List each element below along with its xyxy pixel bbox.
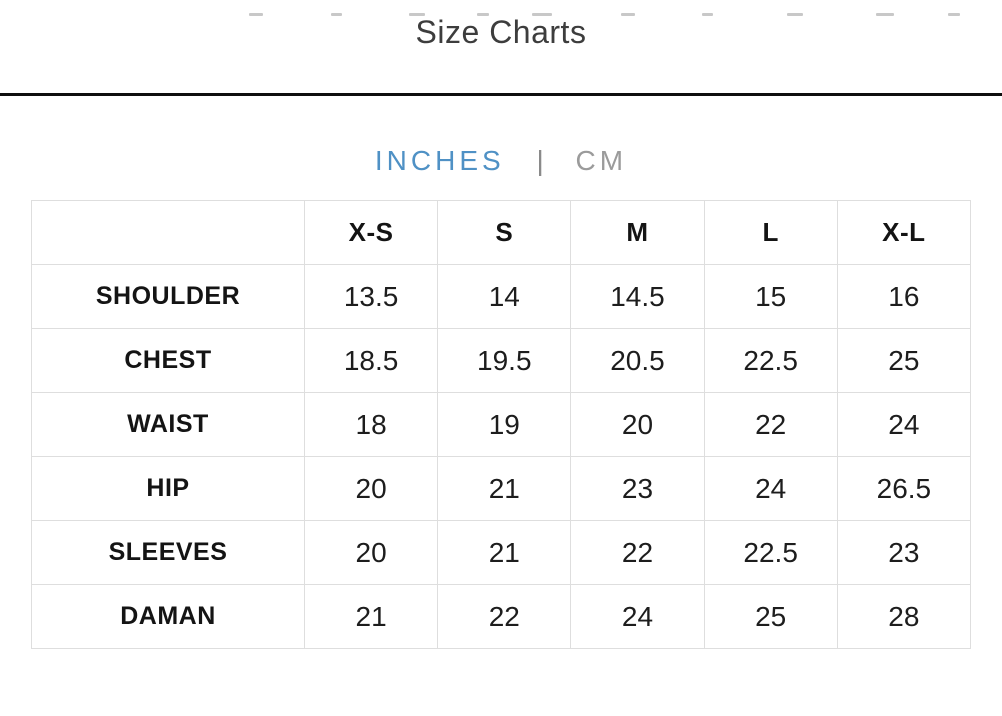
table-row: SHOULDER 13.5 14 14.5 15 16	[31, 264, 972, 329]
measurement-value: 24	[570, 584, 705, 649]
measurement-value: 14.5	[570, 264, 705, 329]
table-row: SLEEVES 20 21 22 22.5 23	[31, 520, 972, 585]
measurement-value: 21	[303, 584, 439, 649]
measurement-label: DAMAN	[31, 584, 305, 649]
measurement-column-header	[31, 200, 305, 265]
measurement-value: 25	[703, 584, 838, 649]
size-column-header: X-L	[836, 200, 972, 265]
size-column-header: M	[570, 200, 705, 265]
unit-toggle-separator: |	[536, 145, 544, 176]
measurement-value: 24	[703, 456, 838, 521]
measurement-value: 15	[703, 264, 838, 329]
measurement-value: 22	[570, 520, 705, 585]
measurement-value: 22.5	[703, 520, 838, 585]
measurement-value: 28	[836, 584, 972, 649]
measurement-value: 18	[303, 392, 439, 457]
measurement-value: 19	[437, 392, 572, 457]
unit-option-inches[interactable]: INCHES	[374, 145, 505, 176]
measurement-value: 18.5	[303, 328, 439, 393]
cropped-text-remnant	[0, 13, 1002, 18]
measurement-value: 19.5	[437, 328, 572, 393]
measurement-label: SHOULDER	[31, 264, 305, 329]
measurement-value: 14	[437, 264, 572, 329]
page-title: Size Charts	[415, 14, 587, 50]
measurement-value: 22	[703, 392, 838, 457]
unit-toggle: INCHES | CM	[0, 144, 1002, 178]
measurement-value: 26.5	[836, 456, 972, 521]
measurement-value: 20	[570, 392, 705, 457]
table-row: HIP 20 21 23 24 26.5	[31, 456, 972, 521]
measurement-label: SLEEVES	[31, 520, 305, 585]
measurement-value: 16	[836, 264, 972, 329]
measurement-label: CHEST	[31, 328, 305, 393]
measurement-value: 21	[437, 456, 572, 521]
measurement-value: 24	[836, 392, 972, 457]
table-row: DAMAN 21 22 24 25 28	[31, 584, 972, 649]
table-row: CHEST 18.5 19.5 20.5 22.5 25	[31, 328, 972, 393]
measurement-value: 23	[836, 520, 972, 585]
measurement-value: 20	[303, 520, 439, 585]
size-chart-table: X-S S M L X-L SHOULDER 13.5 14 14.5 15 16 CHEST 18.…	[31, 200, 972, 649]
measurement-label: WAIST	[31, 392, 305, 457]
table-row: WAIST 18 19 20 22 24	[31, 392, 972, 457]
measurement-value: 22	[437, 584, 572, 649]
measurement-value: 20	[303, 456, 439, 521]
measurement-value: 23	[570, 456, 705, 521]
measurement-value: 22.5	[703, 328, 838, 393]
measurement-label: HIP	[31, 456, 305, 521]
measurement-value: 13.5	[303, 264, 439, 329]
measurement-value: 21	[437, 520, 572, 585]
unit-option-cm[interactable]: CM	[575, 145, 628, 176]
size-column-header: L	[703, 200, 838, 265]
size-column-header: S	[437, 200, 572, 265]
measurement-value: 25	[836, 328, 972, 393]
size-column-header: X-S	[303, 200, 439, 265]
section-divider	[0, 93, 1002, 96]
table-header-row: X-S S M L X-L	[31, 200, 972, 265]
measurement-value: 20.5	[570, 328, 705, 393]
